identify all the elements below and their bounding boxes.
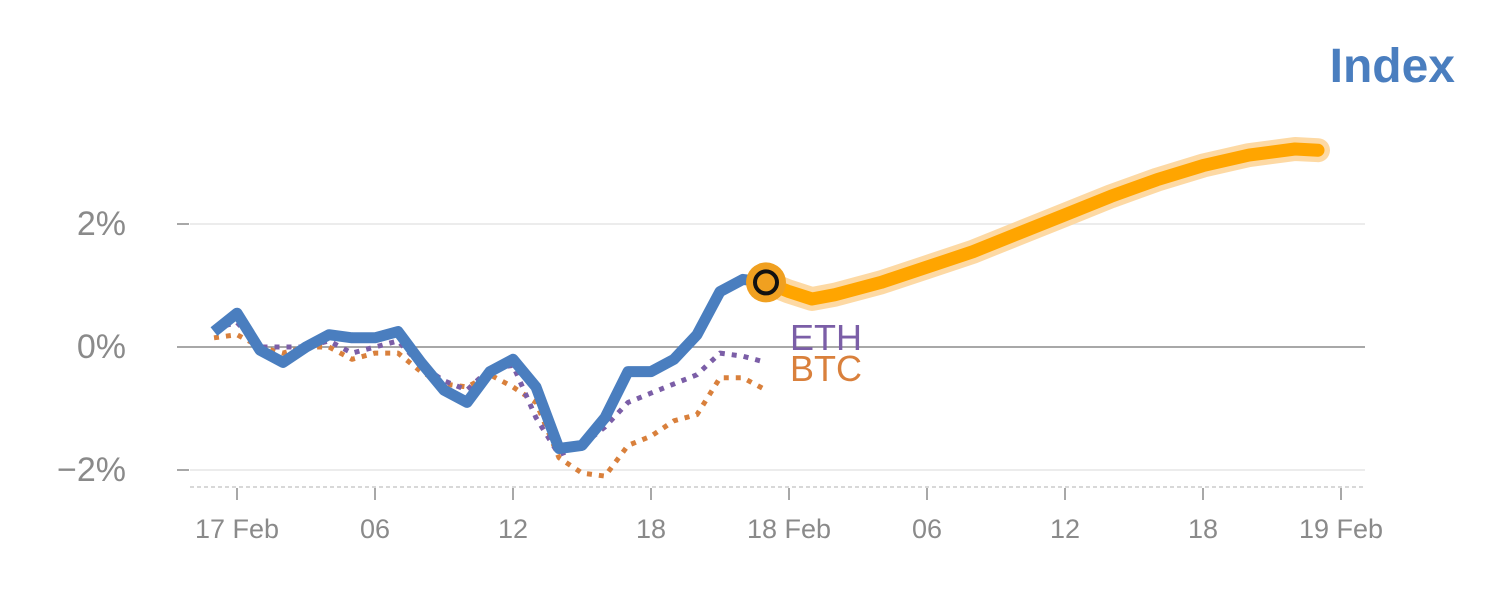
x-axis: 17 Feb 06 12 18 18 Feb 06 12 18 19 Feb <box>195 488 1383 544</box>
y-tick-label-2: 2% <box>77 205 126 243</box>
x-tick-label-4: 18 Feb <box>747 514 831 544</box>
x-tick-label-0: 17 Feb <box>195 514 279 544</box>
x-tick-label-3: 18 <box>636 514 666 544</box>
grid <box>177 223 1365 488</box>
x-tick-label-5: 06 <box>912 514 942 544</box>
chart-title: Index <box>1330 40 1456 93</box>
x-tick-label-6: 12 <box>1050 514 1080 544</box>
current-value-marker-ring <box>746 262 786 303</box>
series-line-eth <box>213 319 767 458</box>
series-line-index <box>210 273 767 454</box>
y-axis: 2% 0% −2% <box>57 205 189 489</box>
current-value-marker <box>753 269 779 296</box>
x-tick-label-1: 06 <box>360 514 390 544</box>
series-line-forecast <box>759 142 1325 306</box>
x-tick-label-2: 12 <box>498 514 528 544</box>
y-tick-label-0: 0% <box>77 328 126 366</box>
x-tick-label-8: 19 Feb <box>1299 514 1383 544</box>
series-label-btc: BTC <box>790 348 862 389</box>
series-layer <box>210 137 1330 479</box>
series-label-eth: ETH <box>790 317 862 358</box>
y-tick-label-minus-2: −2% <box>57 451 126 489</box>
x-tick-label-7: 18 <box>1188 514 1218 544</box>
